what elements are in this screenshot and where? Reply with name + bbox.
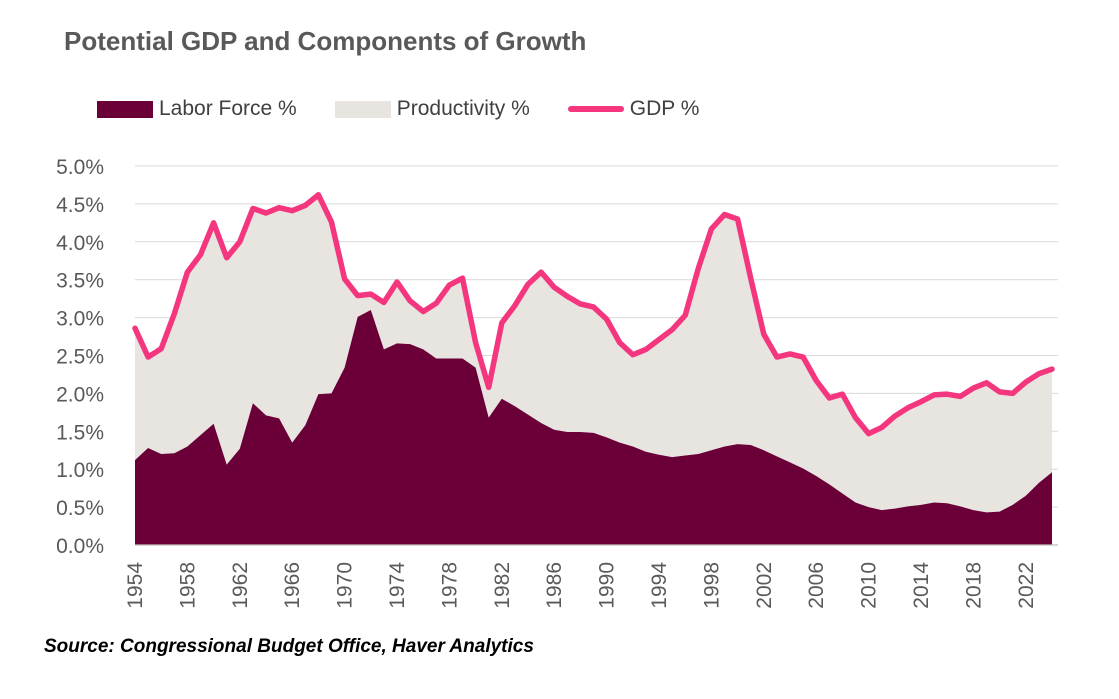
y-tick-label: 0.5%: [56, 497, 104, 520]
source-note: Source: Congressional Budget Office, Hav…: [44, 636, 534, 657]
gdp-line: [132, 192, 1055, 437]
legend-item-productivity: Productivity %: [334, 97, 530, 121]
legend-label-gdp: GDP %: [629, 97, 700, 120]
y-tick-label: 1.5%: [56, 421, 104, 444]
x-tick-label: 1994: [648, 562, 671, 609]
x-tick-label: 1998: [700, 562, 723, 609]
legend-swatch-productivity: [334, 100, 391, 118]
x-tick-label: 1990: [596, 562, 619, 609]
labor-force-area: [135, 310, 1052, 545]
legend-swatch-gdp: [567, 106, 624, 112]
x-tick-label: 2022: [1015, 562, 1038, 609]
x-tick-label: 1954: [124, 562, 147, 609]
x-tick-label: 2014: [910, 562, 933, 609]
x-tick-label: 2006: [805, 562, 828, 609]
y-tick-label: 4.0%: [56, 232, 104, 255]
x-tick-label: 2002: [753, 562, 776, 609]
y-tick-label: 0.0%: [56, 535, 104, 558]
y-tick-label: 4.5%: [56, 194, 104, 217]
legend-item-labor: Labor Force %: [97, 97, 297, 121]
x-tick-label: 2018: [962, 562, 985, 609]
x-tick-label: 1962: [229, 562, 252, 609]
y-tick-label: 2.0%: [56, 383, 104, 406]
x-tick-label: 1974: [386, 562, 409, 609]
x-tick-label: 1970: [334, 562, 357, 609]
x-tick-label: 2010: [858, 562, 881, 609]
x-tick-label: 1986: [543, 562, 566, 609]
gdp-line-group: [132, 192, 1055, 437]
legend-item-gdp: GDP %: [567, 97, 700, 121]
x-tick-label: 1958: [176, 562, 199, 609]
productivity-area: [135, 194, 1052, 513]
y-tick-label: 3.0%: [56, 308, 104, 331]
x-tick-label: 1982: [491, 562, 514, 609]
y-tick-label: 1.0%: [56, 459, 104, 482]
axes: 0.0% 0.5% 1.0% 1.5% 2.0% 2.5% 3.0% 3.5% 4.0% 4.5%…: [56, 156, 1058, 609]
x-tick-label: 1978: [438, 562, 461, 609]
x-tick-label: 1966: [281, 562, 304, 609]
y-tick-label: 2.5%: [56, 346, 104, 369]
legend: Labor Force % Productivity % GDP %: [97, 96, 737, 122]
y-tick-label: 5.0%: [56, 156, 104, 179]
stacked-areas: [135, 194, 1052, 545]
legend-swatch-labor: [97, 100, 153, 118]
legend-label-labor: Labor Force %: [159, 97, 297, 120]
chart-title: Potential GDP and Components of Growth: [64, 26, 587, 56]
y-tick-label: 3.5%: [56, 270, 104, 293]
legend-label-productivity: Productivity %: [396, 97, 530, 120]
